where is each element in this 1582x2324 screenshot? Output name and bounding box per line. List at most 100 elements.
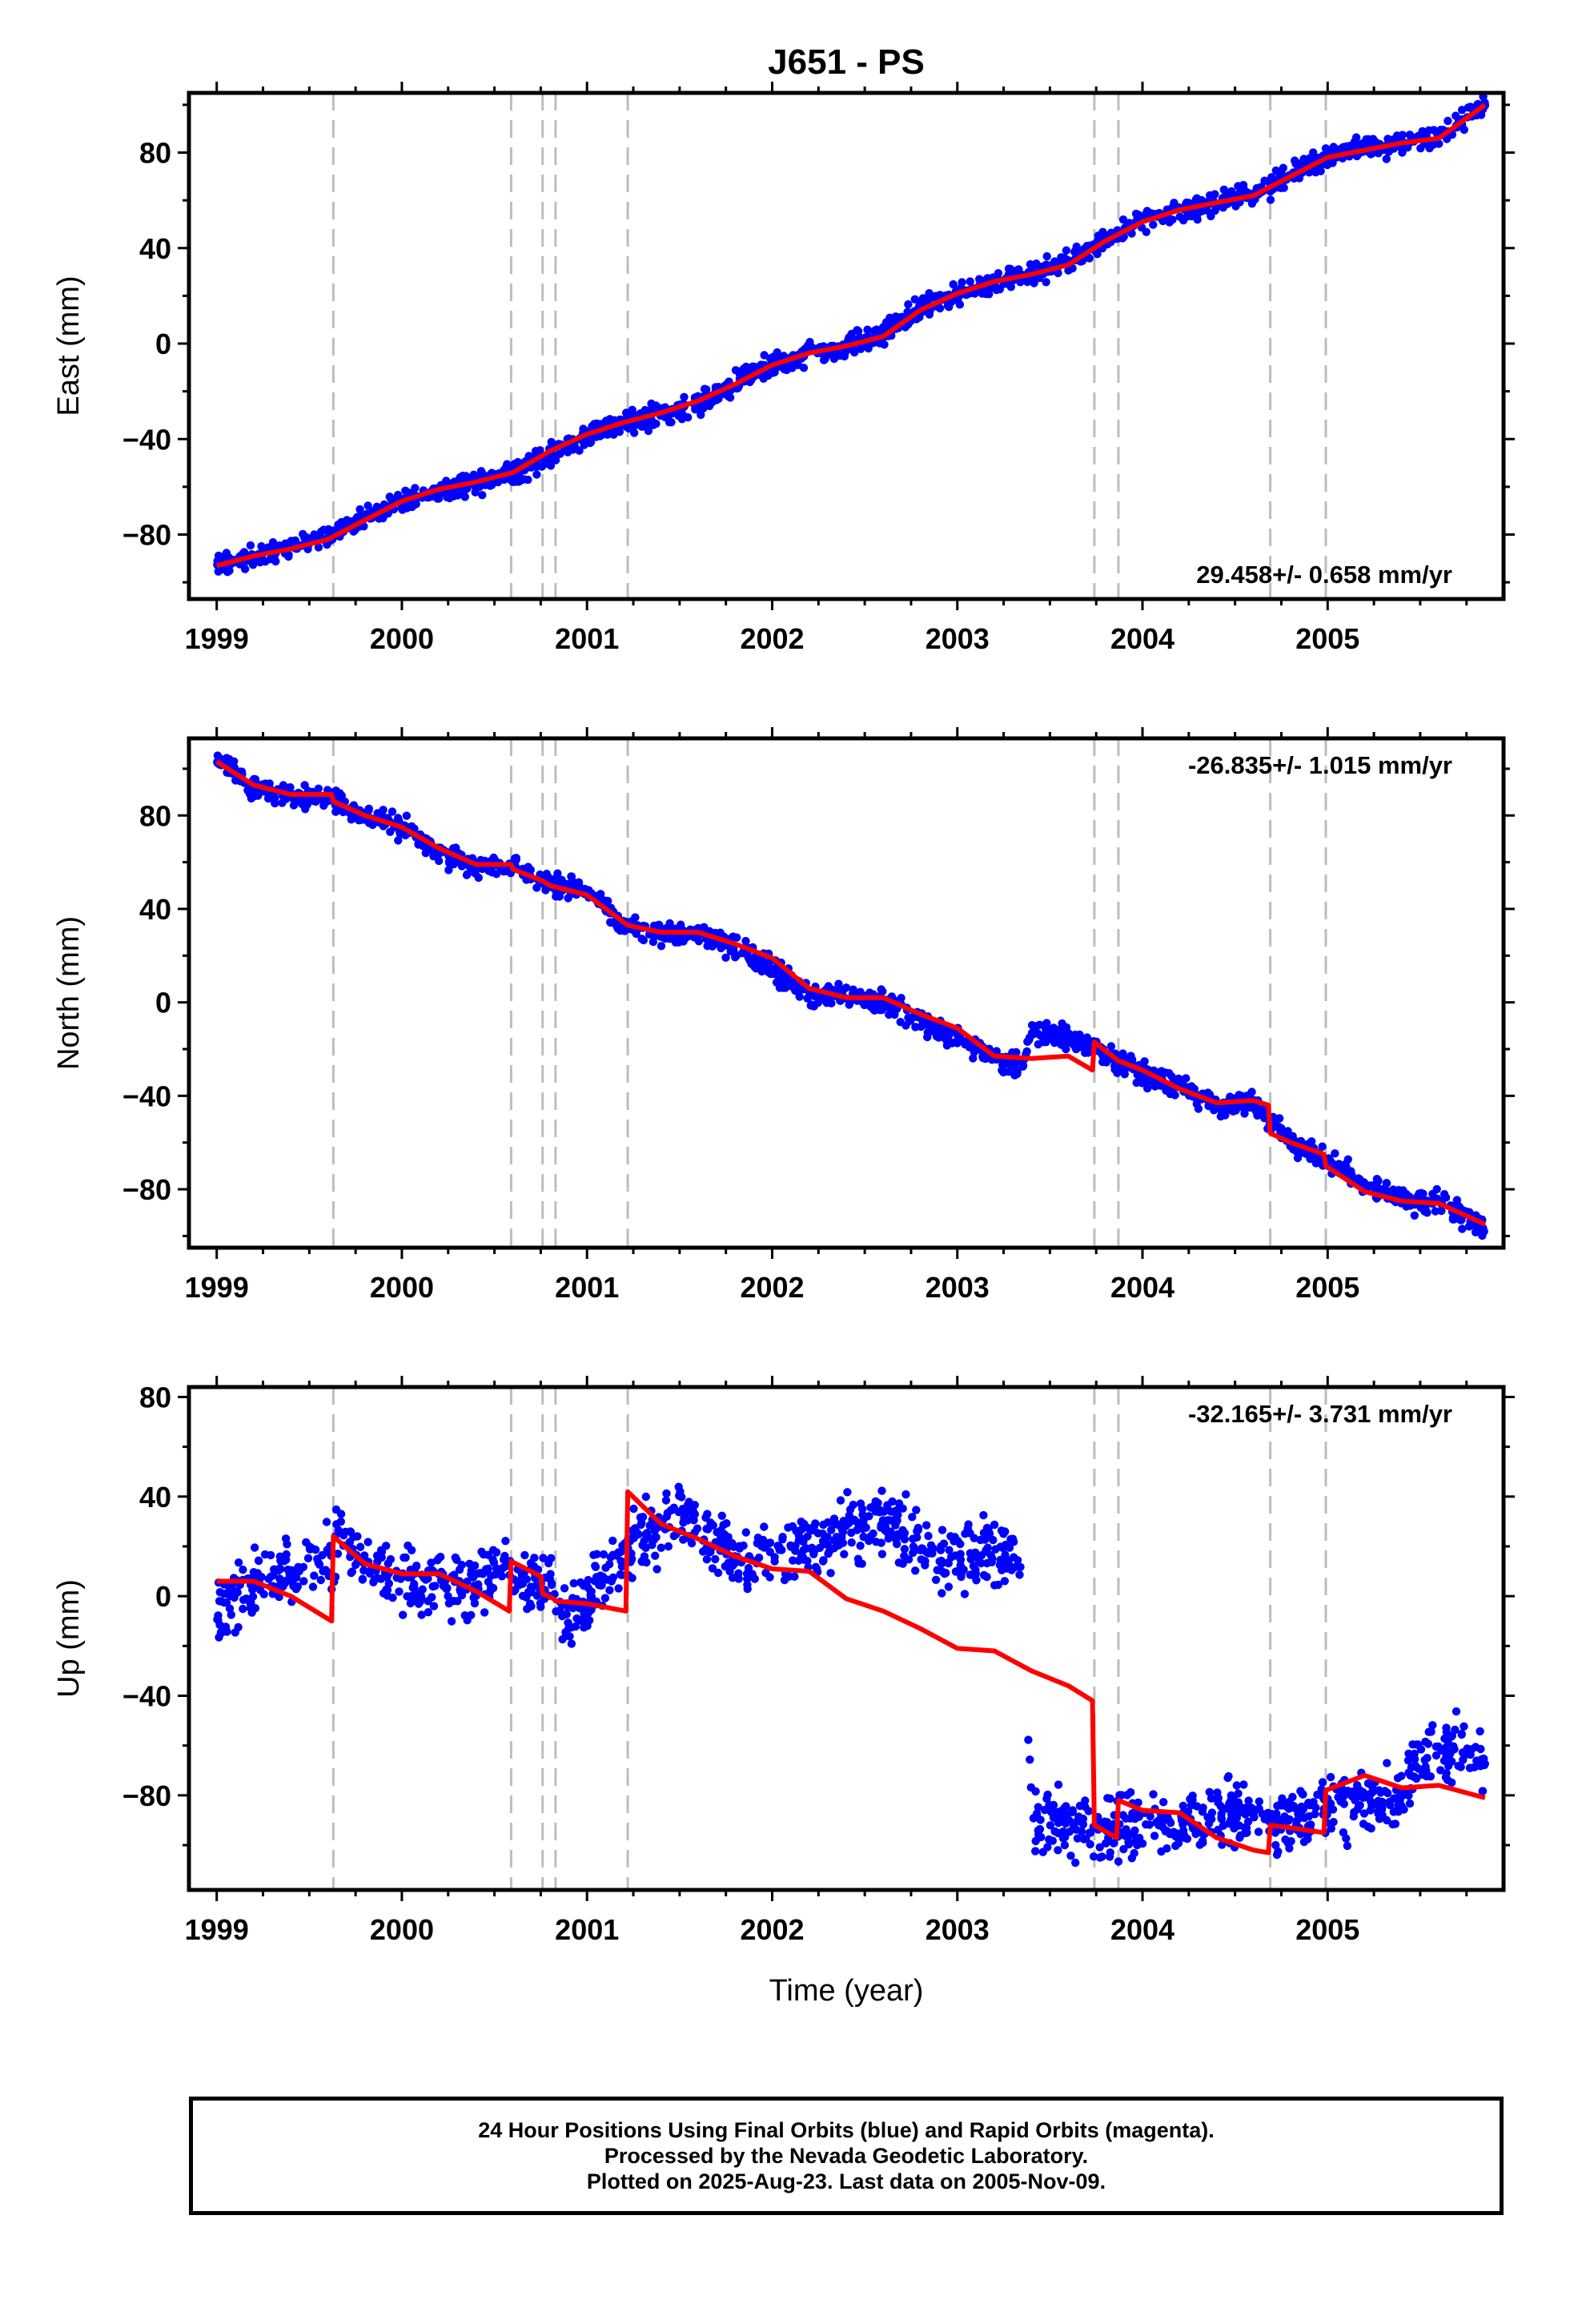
observation-point	[406, 1598, 415, 1608]
observation-point	[500, 1562, 510, 1571]
observation-point	[462, 870, 472, 879]
observation-point	[908, 1513, 917, 1522]
observation-point	[240, 565, 250, 573]
observation-point	[1267, 173, 1276, 182]
observation-point	[300, 781, 309, 790]
observation-point	[1036, 1815, 1045, 1824]
observation-point	[1029, 1814, 1038, 1823]
observation-point	[957, 1572, 966, 1582]
observation-point	[791, 1546, 800, 1555]
observation-point	[1283, 1839, 1292, 1848]
observation-point	[780, 1575, 789, 1585]
observation-point	[988, 1554, 997, 1563]
observation-point	[1056, 1035, 1065, 1044]
observation-point	[1411, 1761, 1419, 1770]
observation-point	[1383, 135, 1392, 143]
observation-point	[1328, 1805, 1338, 1814]
observation-point	[690, 1501, 699, 1510]
observation-point	[1291, 159, 1300, 168]
observation-point	[1042, 251, 1051, 261]
observation-point	[838, 1538, 848, 1547]
observation-point	[877, 1550, 887, 1558]
observation-point	[591, 1562, 600, 1571]
rate-label: -32.165+/- 3.731 mm/yr	[1188, 1400, 1452, 1428]
observation-point	[1199, 1838, 1207, 1848]
observation-point	[974, 1553, 982, 1562]
observation-point	[246, 541, 255, 550]
observation-point	[1279, 163, 1288, 172]
observation-point	[1178, 1826, 1188, 1835]
observation-point	[552, 1607, 560, 1616]
observation-point	[1244, 1796, 1253, 1805]
observation-point	[575, 446, 584, 455]
observation-point	[527, 1602, 536, 1611]
observation-point	[944, 1558, 954, 1568]
observation-point	[1457, 1216, 1466, 1224]
observation-point	[363, 501, 372, 510]
observation-point	[564, 1624, 573, 1633]
observation-point	[266, 1550, 275, 1560]
observation-point	[614, 1548, 623, 1557]
observation-point	[1178, 1820, 1187, 1829]
observation-point	[520, 1550, 529, 1560]
observation-point	[663, 923, 673, 932]
x-tick-label: 2000	[370, 1913, 434, 1946]
observation-point	[1205, 1787, 1215, 1796]
observation-point	[514, 1578, 523, 1587]
caption-line-3: Plotted on 2025-Aug-23. Last data on 200…	[586, 2169, 1106, 2193]
observation-point	[1014, 265, 1023, 274]
observation-point	[314, 543, 323, 552]
observation-point	[484, 1564, 492, 1574]
observation-point	[638, 1513, 648, 1522]
y-tick-label: 80	[139, 137, 171, 170]
observation-point	[1398, 1791, 1407, 1800]
observation-point	[1230, 1105, 1239, 1114]
observation-point	[332, 1520, 341, 1529]
observation-point	[708, 939, 717, 947]
observation-point	[584, 1575, 592, 1585]
observation-point	[900, 1545, 909, 1554]
observation-point	[213, 1615, 222, 1624]
observation-point	[281, 1534, 291, 1543]
observation-point	[1372, 1175, 1382, 1184]
observation-point	[605, 1586, 614, 1594]
observation-point	[1428, 1721, 1437, 1730]
observation-point	[1040, 1805, 1050, 1815]
observation-point	[214, 567, 223, 576]
observation-point	[1132, 1078, 1141, 1088]
x-tick-label: 2005	[1295, 1271, 1359, 1304]
observation-point	[943, 1031, 952, 1040]
observation-point	[1271, 1840, 1280, 1850]
observation-point	[913, 1533, 921, 1542]
observation-point	[1031, 1022, 1040, 1031]
observation-point	[741, 362, 751, 372]
observation-point	[951, 1567, 961, 1576]
observation-point	[825, 1547, 834, 1556]
observation-point	[1404, 1749, 1413, 1758]
observation-point	[628, 422, 636, 431]
observation-point	[1391, 1794, 1400, 1803]
observation-point	[433, 1556, 442, 1565]
observation-point	[1058, 1027, 1067, 1035]
observation-point	[1375, 1786, 1383, 1795]
observation-point	[345, 1538, 355, 1546]
x-tick-label: 2001	[555, 622, 619, 655]
observation-point	[377, 1547, 387, 1557]
observation-point	[1263, 1808, 1273, 1817]
observation-point	[1127, 1854, 1137, 1863]
observation-point	[1061, 1819, 1070, 1828]
observation-point	[234, 1558, 243, 1567]
observation-point	[227, 1610, 235, 1619]
observation-point	[1190, 1084, 1199, 1094]
observation-point	[966, 1554, 975, 1564]
observation-point	[1149, 1790, 1158, 1799]
observation-point	[1385, 1799, 1394, 1808]
y-tick-label: −80	[122, 519, 171, 552]
observation-point	[1224, 1771, 1233, 1781]
x-tick-label: 2000	[370, 622, 434, 655]
observation-point	[575, 1603, 584, 1613]
observation-point	[552, 892, 560, 901]
observation-point	[1267, 1815, 1276, 1824]
y-tick-label: −40	[122, 1680, 171, 1713]
observation-point	[1213, 1788, 1222, 1797]
